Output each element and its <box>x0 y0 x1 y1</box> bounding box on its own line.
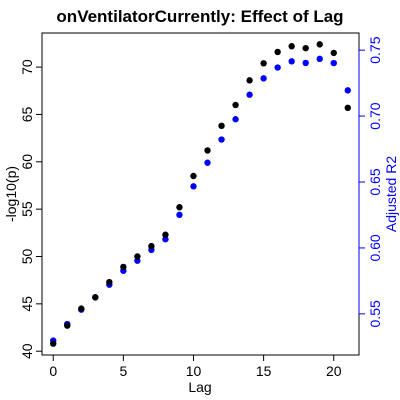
adjusted-r2-point <box>260 75 267 82</box>
neg-log10-p-point <box>120 263 127 271</box>
neg-log10-p-point <box>288 43 295 50</box>
y-tick-label-left: 40 <box>19 343 35 359</box>
neg-log10-p-point <box>232 101 239 109</box>
x-tick-label: 0 <box>49 363 57 379</box>
data-points <box>50 41 351 347</box>
y-axis-left: 40 45 50 55 60 65 70 <box>19 59 43 359</box>
y-axis-right-label: Adjusted R2 <box>383 156 399 232</box>
y-tick-label-right: 0.60 <box>367 234 383 261</box>
adjusted-r2-point <box>190 183 197 190</box>
neg-log10-p-point <box>344 104 351 112</box>
plot-area-box <box>41 32 360 356</box>
y-axis-right: 0.55 0.60 0.65 0.70 0.75 <box>358 36 383 327</box>
neg-log10-p-point <box>176 204 183 211</box>
neg-log10-p-point <box>50 340 57 347</box>
adjusted-r2-point <box>162 236 169 243</box>
adjusted-r2-point <box>204 159 211 166</box>
neg-log10-p-point <box>162 231 169 238</box>
y-tick-label-left: 50 <box>19 249 35 265</box>
adjusted-r2-point <box>232 116 239 123</box>
adjusted-r2-point <box>288 58 295 65</box>
chart-title: onVentilatorCurrently: Effect of Lag <box>56 7 343 26</box>
y-tick-label-right: 0.75 <box>367 36 383 63</box>
neg-log10-p-point <box>92 294 99 301</box>
y-tick-label-left: 60 <box>19 154 35 170</box>
x-tick-label: 15 <box>256 363 272 379</box>
neg-log10-p-point <box>260 60 267 67</box>
adjusted-r2-point <box>274 64 281 71</box>
neg-log10-p-point <box>204 147 211 154</box>
adjusted-r2-point <box>344 87 351 94</box>
neg-log10-p-point <box>246 77 253 84</box>
y-tick-label-left: 55 <box>19 201 35 217</box>
x-tick-label: 10 <box>186 363 202 379</box>
neg-log10-p-point <box>64 322 71 329</box>
adjusted-r2-point <box>246 91 253 98</box>
neg-log10-p-point <box>218 122 225 130</box>
y-tick-label-left: 65 <box>19 106 35 122</box>
neg-log10-p-point <box>274 48 281 56</box>
neg-log10-p-point <box>302 44 309 52</box>
neg-log10-p-point <box>78 305 85 312</box>
x-axis: 0 5 10 15 20 <box>49 354 342 379</box>
y-tick-label-left: 70 <box>19 59 35 75</box>
y-tick-label-right: 0.55 <box>367 300 383 327</box>
x-tick-label: 5 <box>119 363 127 379</box>
y-tick-label-left: 45 <box>19 296 35 312</box>
y-tick-label-right: 0.65 <box>367 168 383 195</box>
neg-log10-p-point <box>316 41 323 48</box>
neg-log10-p-point <box>134 253 141 260</box>
neg-log10-p-point <box>106 278 113 286</box>
neg-log10-p-point <box>330 49 337 57</box>
adjusted-r2-point <box>176 211 183 219</box>
y-tick-label-right: 0.70 <box>367 102 383 129</box>
x-axis-label: Lag <box>188 379 211 395</box>
y-axis-left-label: -log10(p) <box>3 166 19 222</box>
adjusted-r2-point <box>316 55 323 63</box>
neg-log10-p-point <box>148 242 155 250</box>
adjusted-r2-point <box>302 59 309 67</box>
adjusted-r2-point <box>218 136 225 143</box>
adjusted-r2-point <box>330 59 337 67</box>
neg-log10-p-point <box>190 172 197 180</box>
x-tick-label: 20 <box>326 363 342 379</box>
